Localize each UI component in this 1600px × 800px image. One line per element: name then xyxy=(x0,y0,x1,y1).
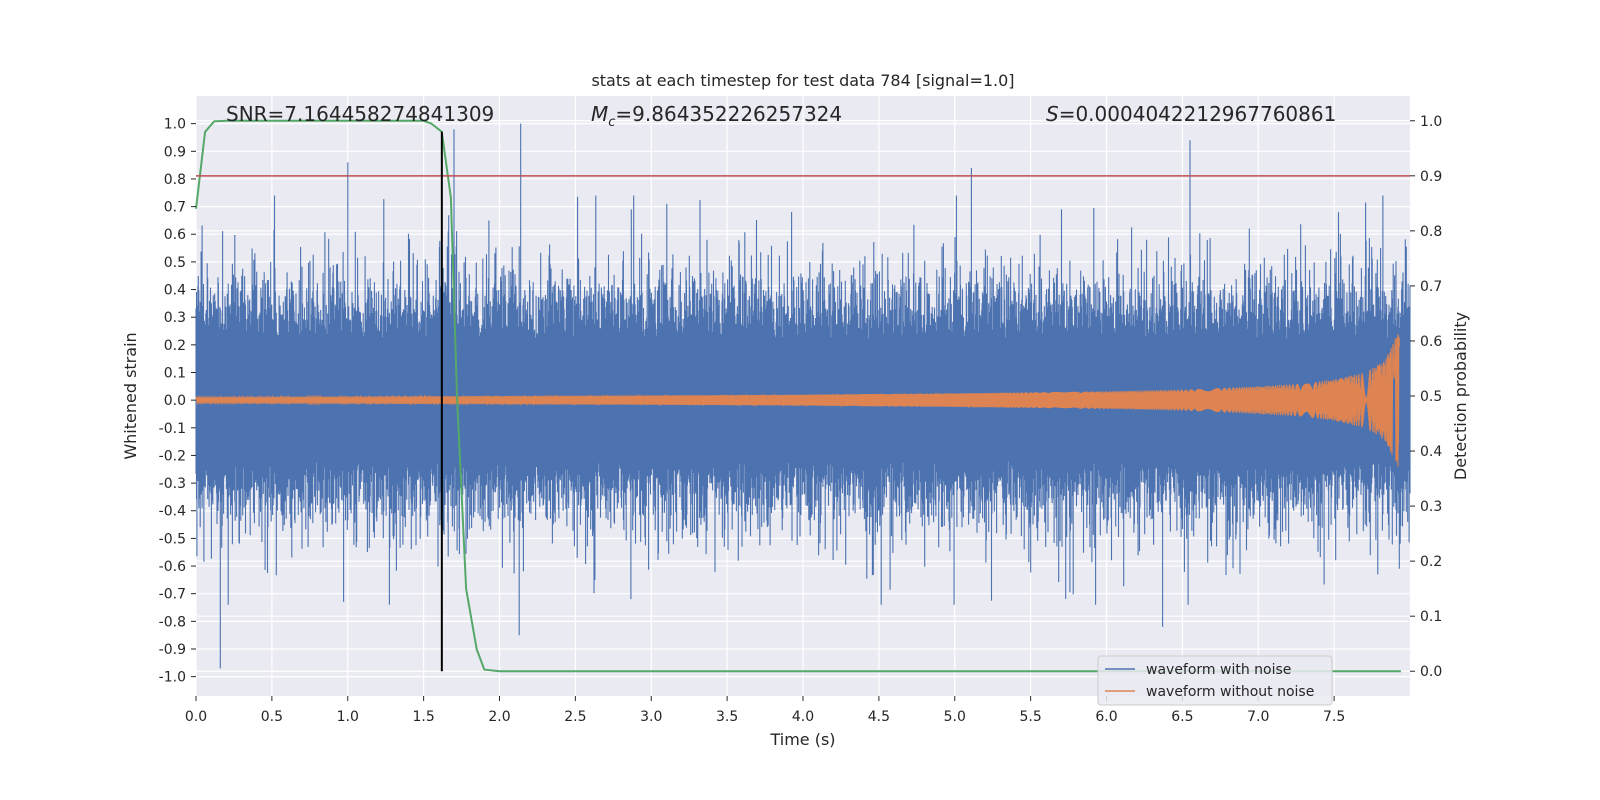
y-right-tick-label: 0.2 xyxy=(1420,554,1442,570)
y-left-tick-label: 0.6 xyxy=(164,227,186,243)
x-tick-label: 3.5 xyxy=(716,709,738,725)
s-annotation: S=0.0004042212967760861 xyxy=(1046,102,1336,126)
chirp-mass-annotation: Mc=9.864352226257324 xyxy=(591,102,842,130)
waveform-without-noise-line xyxy=(195,334,1400,467)
y-axis-right-label: Detection probability xyxy=(1451,312,1470,480)
y-left-tick-label: 0.5 xyxy=(164,255,186,271)
y-right-tick-label: 0.7 xyxy=(1420,279,1442,295)
legend-label-noise: waveform with noise xyxy=(1146,662,1291,678)
y-left-tick-label: -0.7 xyxy=(159,587,186,603)
y-left-tick-label: -0.5 xyxy=(159,531,186,547)
x-tick-label: 5.0 xyxy=(944,709,966,725)
y-right-tick-label: 0.3 xyxy=(1420,499,1442,515)
y-left-tick-label: 0.9 xyxy=(164,144,186,160)
y-right-tick-label: 0.4 xyxy=(1420,444,1442,460)
x-axis-label: Time (s) xyxy=(769,730,835,749)
y-right-tick-label: 0.5 xyxy=(1420,389,1442,405)
x-tick-label: 4.0 xyxy=(792,709,814,725)
y-left-tick-label: -0.1 xyxy=(159,421,186,437)
x-tick-label: 5.5 xyxy=(1019,709,1041,725)
x-tick-label: 1.0 xyxy=(337,709,359,725)
snr-annotation: SNR=7.164458274841309 xyxy=(226,102,494,126)
y-right-tick-label: 0.9 xyxy=(1420,169,1442,185)
x-tick-label: 7.5 xyxy=(1323,709,1345,725)
chart-title: stats at each timestep for test data 784… xyxy=(591,71,1014,90)
x-tick-label: 3.0 xyxy=(640,709,662,725)
y-left-tick-label: 0.8 xyxy=(164,172,186,188)
x-axis: 0.0 0.5 1.0 1.5 2.0 2.5 3.0 3.5 4.0 4.5 5.0 5.5 6.0 6… xyxy=(185,696,1345,725)
y-left-tick-label: -0.6 xyxy=(159,559,186,575)
x-tick-label: 2.5 xyxy=(564,709,586,725)
detection-probability-series xyxy=(195,119,1401,673)
x-tick-label: 6.0 xyxy=(1095,709,1117,725)
y-left-tick-label: -0.3 xyxy=(159,476,186,492)
y-left-tick-label: 0.4 xyxy=(164,283,186,299)
y-right-tick-label: 1.0 xyxy=(1420,114,1442,130)
y-left-tick-label: 0.3 xyxy=(164,310,186,326)
detection-probability-line xyxy=(195,119,1401,673)
y-right-tick-label: 0.0 xyxy=(1420,664,1442,680)
y-left-tick-label: 0.1 xyxy=(164,365,186,381)
y-left-tick-label: 0.0 xyxy=(164,393,186,409)
x-tick-label: 4.5 xyxy=(868,709,890,725)
y-axis-right: 1.0 0.9 0.8 0.7 0.6 0.5 0.4 0.3 0.2 0.1 0.0 xyxy=(1410,114,1442,680)
y-left-tick-label: 1.0 xyxy=(164,117,186,133)
legend: waveform with noise waveform without noi… xyxy=(1097,655,1333,706)
x-tick-label: 2.0 xyxy=(488,709,510,725)
y-left-tick-label: -0.4 xyxy=(159,504,186,520)
x-tick-label: 0.0 xyxy=(185,709,207,725)
y-left-tick-label: -0.8 xyxy=(159,614,186,630)
y-right-tick-label: 0.8 xyxy=(1420,224,1442,240)
y-left-tick-label: -0.2 xyxy=(159,448,186,464)
legend-box xyxy=(1097,655,1333,706)
x-tick-label: 1.5 xyxy=(412,709,434,725)
y-left-tick-label: 0.2 xyxy=(164,338,186,354)
legend-label-clean: waveform without noise xyxy=(1146,684,1314,700)
overlays xyxy=(196,131,1410,672)
y-left-tick-label: -1.0 xyxy=(159,670,186,686)
y-right-tick-label: 0.1 xyxy=(1420,609,1442,625)
y-left-tick-label: 0.7 xyxy=(164,200,186,216)
y-right-tick-label: 0.6 xyxy=(1420,334,1442,350)
y-left-tick-label: -0.9 xyxy=(159,642,186,658)
x-tick-label: 7.0 xyxy=(1247,709,1269,725)
waveform-without-noise-series xyxy=(195,334,1400,467)
x-tick-label: 0.5 xyxy=(261,709,283,725)
x-tick-label: 6.5 xyxy=(1171,709,1193,725)
y-axis-left-label: Whitened strain xyxy=(121,332,140,459)
y-axis-left: 1.0 0.9 0.8 0.7 0.6 0.5 0.4 0.3 0.2 0.1 0.0 -0.1 -0.… xyxy=(159,117,196,686)
